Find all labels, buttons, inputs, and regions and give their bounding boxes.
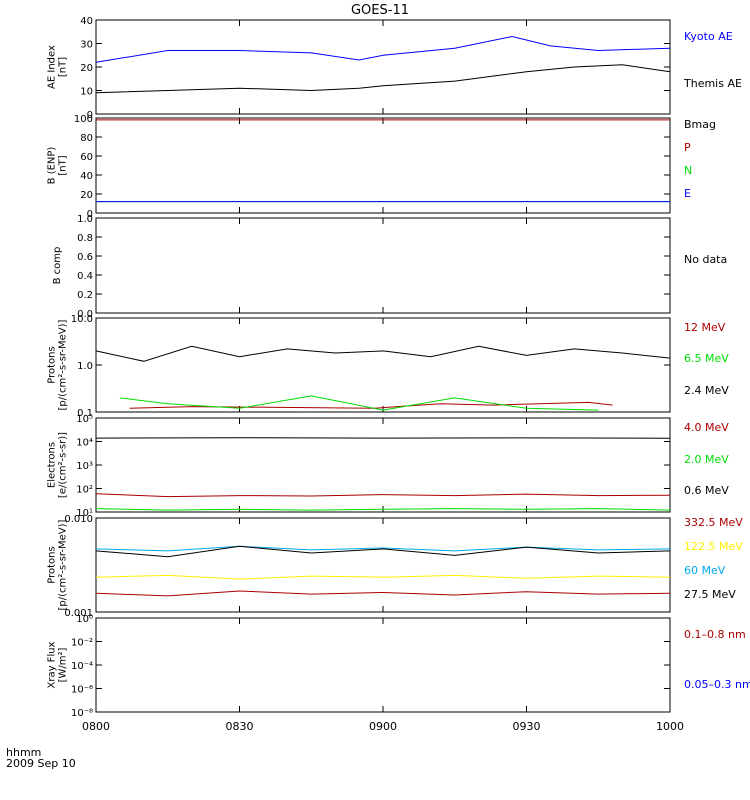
y-axis-label: [W/m²] — [58, 647, 69, 682]
y-tick-label: 0.6 — [77, 252, 93, 263]
y-tick-label: 20 — [80, 190, 93, 201]
y-axis-label: [nT] — [58, 155, 69, 175]
panel-6: 0.001 0.010 Protons [p/(cm²-s-sr-MeV)] 332.5… — [47, 514, 744, 619]
y-axis-label: B (ENP) — [47, 147, 58, 185]
y-tick-label: 1.0 — [77, 214, 93, 225]
panel-2: 0 20 40 60 80 100 B (ENP) [nT] Bmag PNE — [47, 114, 717, 220]
y-tick-label: 10³ — [76, 461, 93, 472]
y-tick-label: 10 — [80, 87, 93, 98]
series-line-2-0-mev — [95, 508, 671, 511]
series-line-2-4-mev — [95, 345, 671, 362]
y-tick-label: 10⁻⁴ — [71, 661, 93, 672]
y-axis-label: [p/(cm²-s-sr-MeV)] — [58, 319, 69, 410]
y-tick-label: 10⁻² — [71, 638, 93, 649]
legend-entry: 122.5 MeV — [684, 540, 743, 553]
y-axis-label: [p/(cm²-s-sr-MeV)] — [58, 519, 69, 610]
x-tick-label: 0800 — [82, 720, 110, 733]
y-tick-label: 10⁴ — [76, 438, 93, 449]
legend-text: 0.05–0.3 nm — [684, 678, 750, 691]
legend-entry: 2.4 MeV — [684, 384, 729, 397]
panel-frame — [95, 117, 671, 214]
legend-entry: Themis AE — [683, 77, 742, 90]
legend-text: 0.1–0.8 nm — [684, 628, 746, 641]
legend-entry: 27.5 MeV — [684, 588, 736, 601]
y-tick-label: 10⁻⁶ — [71, 685, 93, 696]
series-line-122-5-mev — [95, 574, 671, 580]
y-tick-label: 0.0 — [77, 309, 93, 320]
series-line-332-5-mev — [95, 590, 671, 597]
panel-frame — [95, 417, 671, 513]
y-tick-label: 0.001 — [64, 608, 93, 619]
series-line-60-mev — [95, 545, 671, 552]
series-line-4-0-mev — [95, 493, 671, 498]
y-tick-label: 0 — [87, 110, 93, 121]
panel-frame — [95, 317, 671, 413]
x-tick-label: 0900 — [369, 720, 397, 733]
panel-frame — [95, 217, 671, 314]
legend-entry: Kyoto AE — [684, 30, 733, 43]
y-axis-label: Xray Flux — [47, 641, 58, 688]
panel-7: 10⁻⁸ 10⁻⁶ 10⁻⁴ 10⁻² 10⁰ Xray Flux [W/m²] 0.1–0.… — [47, 614, 750, 719]
y-tick-label: 20 — [80, 63, 93, 74]
panel-5: 10¹ 10² 10³ 10⁴ 10⁵ Electrons [e/(cm²-s-sr)] 4.… — [47, 414, 730, 519]
panel-3: 0.0 0.2 0.4 0.6 0.8 1.0 B comp No data — [52, 214, 727, 320]
y-tick-label: 10¹ — [76, 508, 93, 519]
y-axis-label: Electrons — [47, 442, 58, 488]
legend-entry: 0.6 MeV — [684, 484, 729, 497]
legend-entry: 4.0 MeV — [684, 421, 729, 434]
chart-title: GOES-11 — [351, 3, 409, 18]
panel-frame — [95, 617, 671, 713]
y-tick-label: 0.1 — [77, 408, 93, 419]
legend-entry: 60 MeV — [684, 564, 726, 577]
y-tick-label: 10.0 — [71, 314, 93, 325]
y-tick-label: 100 — [74, 114, 93, 125]
legend-entry: N — [684, 164, 692, 177]
y-tick-label: 40 — [80, 171, 93, 182]
x-tick-label: 0830 — [226, 720, 254, 733]
series-line-kyoto-ae — [95, 35, 671, 63]
legend-entry: 12 MeV — [684, 321, 726, 334]
series-line-12-mev — [129, 401, 613, 409]
y-axis-label: [nT] — [58, 57, 69, 77]
y-tick-label: 60 — [80, 152, 93, 163]
y-axis-label: B comp — [52, 247, 63, 285]
time-label: hhmm — [6, 746, 41, 759]
legend-text: No data — [684, 253, 727, 266]
legend-entry: Bmag — [684, 118, 716, 131]
y-tick-label: 80 — [80, 133, 93, 144]
legend-entry: 6.5 MeV — [684, 352, 729, 365]
legend-entry: 2.0 MeV — [684, 453, 729, 466]
y-tick-label: 0.4 — [77, 271, 93, 282]
y-axis-label: Protons — [47, 346, 58, 383]
y-tick-label: 10⁻⁸ — [71, 708, 93, 719]
y-tick-label: 0.010 — [64, 514, 93, 525]
y-tick-label: 30 — [80, 40, 93, 51]
y-axis-label: Protons — [47, 546, 58, 583]
legend-entry: E — [684, 187, 691, 200]
x-tick-label: 1000 — [656, 720, 684, 733]
series-line-themis-ae — [95, 64, 671, 94]
y-tick-label: 40 — [80, 16, 93, 27]
legend-entry: 332.5 MeV — [684, 516, 743, 529]
series-line-6-5-mev — [119, 395, 599, 411]
date-label: 2009 Sep 10 — [6, 757, 76, 770]
y-tick-label: 0.8 — [77, 233, 93, 244]
y-tick-label: 10⁵ — [76, 414, 93, 425]
series-line-27-5-mev — [95, 545, 671, 558]
y-tick-label: 10⁰ — [76, 614, 93, 625]
panel-1: 0 10 20 30 40 AE Index [nT] Kyoto AE Themis AE — [47, 16, 742, 121]
y-tick-label: 10² — [76, 485, 93, 496]
y-tick-label: 1.0 — [77, 361, 93, 372]
y-axis-label: [e/(cm²-s-sr)] — [58, 432, 69, 498]
panel-4: 0.1 1.0 10.0 Protons [p/(cm²-s-sr-MeV)] 12 Me… — [47, 314, 730, 419]
legend-entry: P — [684, 141, 691, 154]
x-tick-label: 0930 — [513, 720, 541, 733]
panel-frame — [95, 517, 671, 613]
y-tick-label: 0 — [87, 209, 93, 220]
y-tick-label: 0.2 — [77, 290, 93, 301]
y-axis-label: AE Index — [47, 45, 58, 89]
series-line-0-6-mev — [95, 437, 671, 439]
